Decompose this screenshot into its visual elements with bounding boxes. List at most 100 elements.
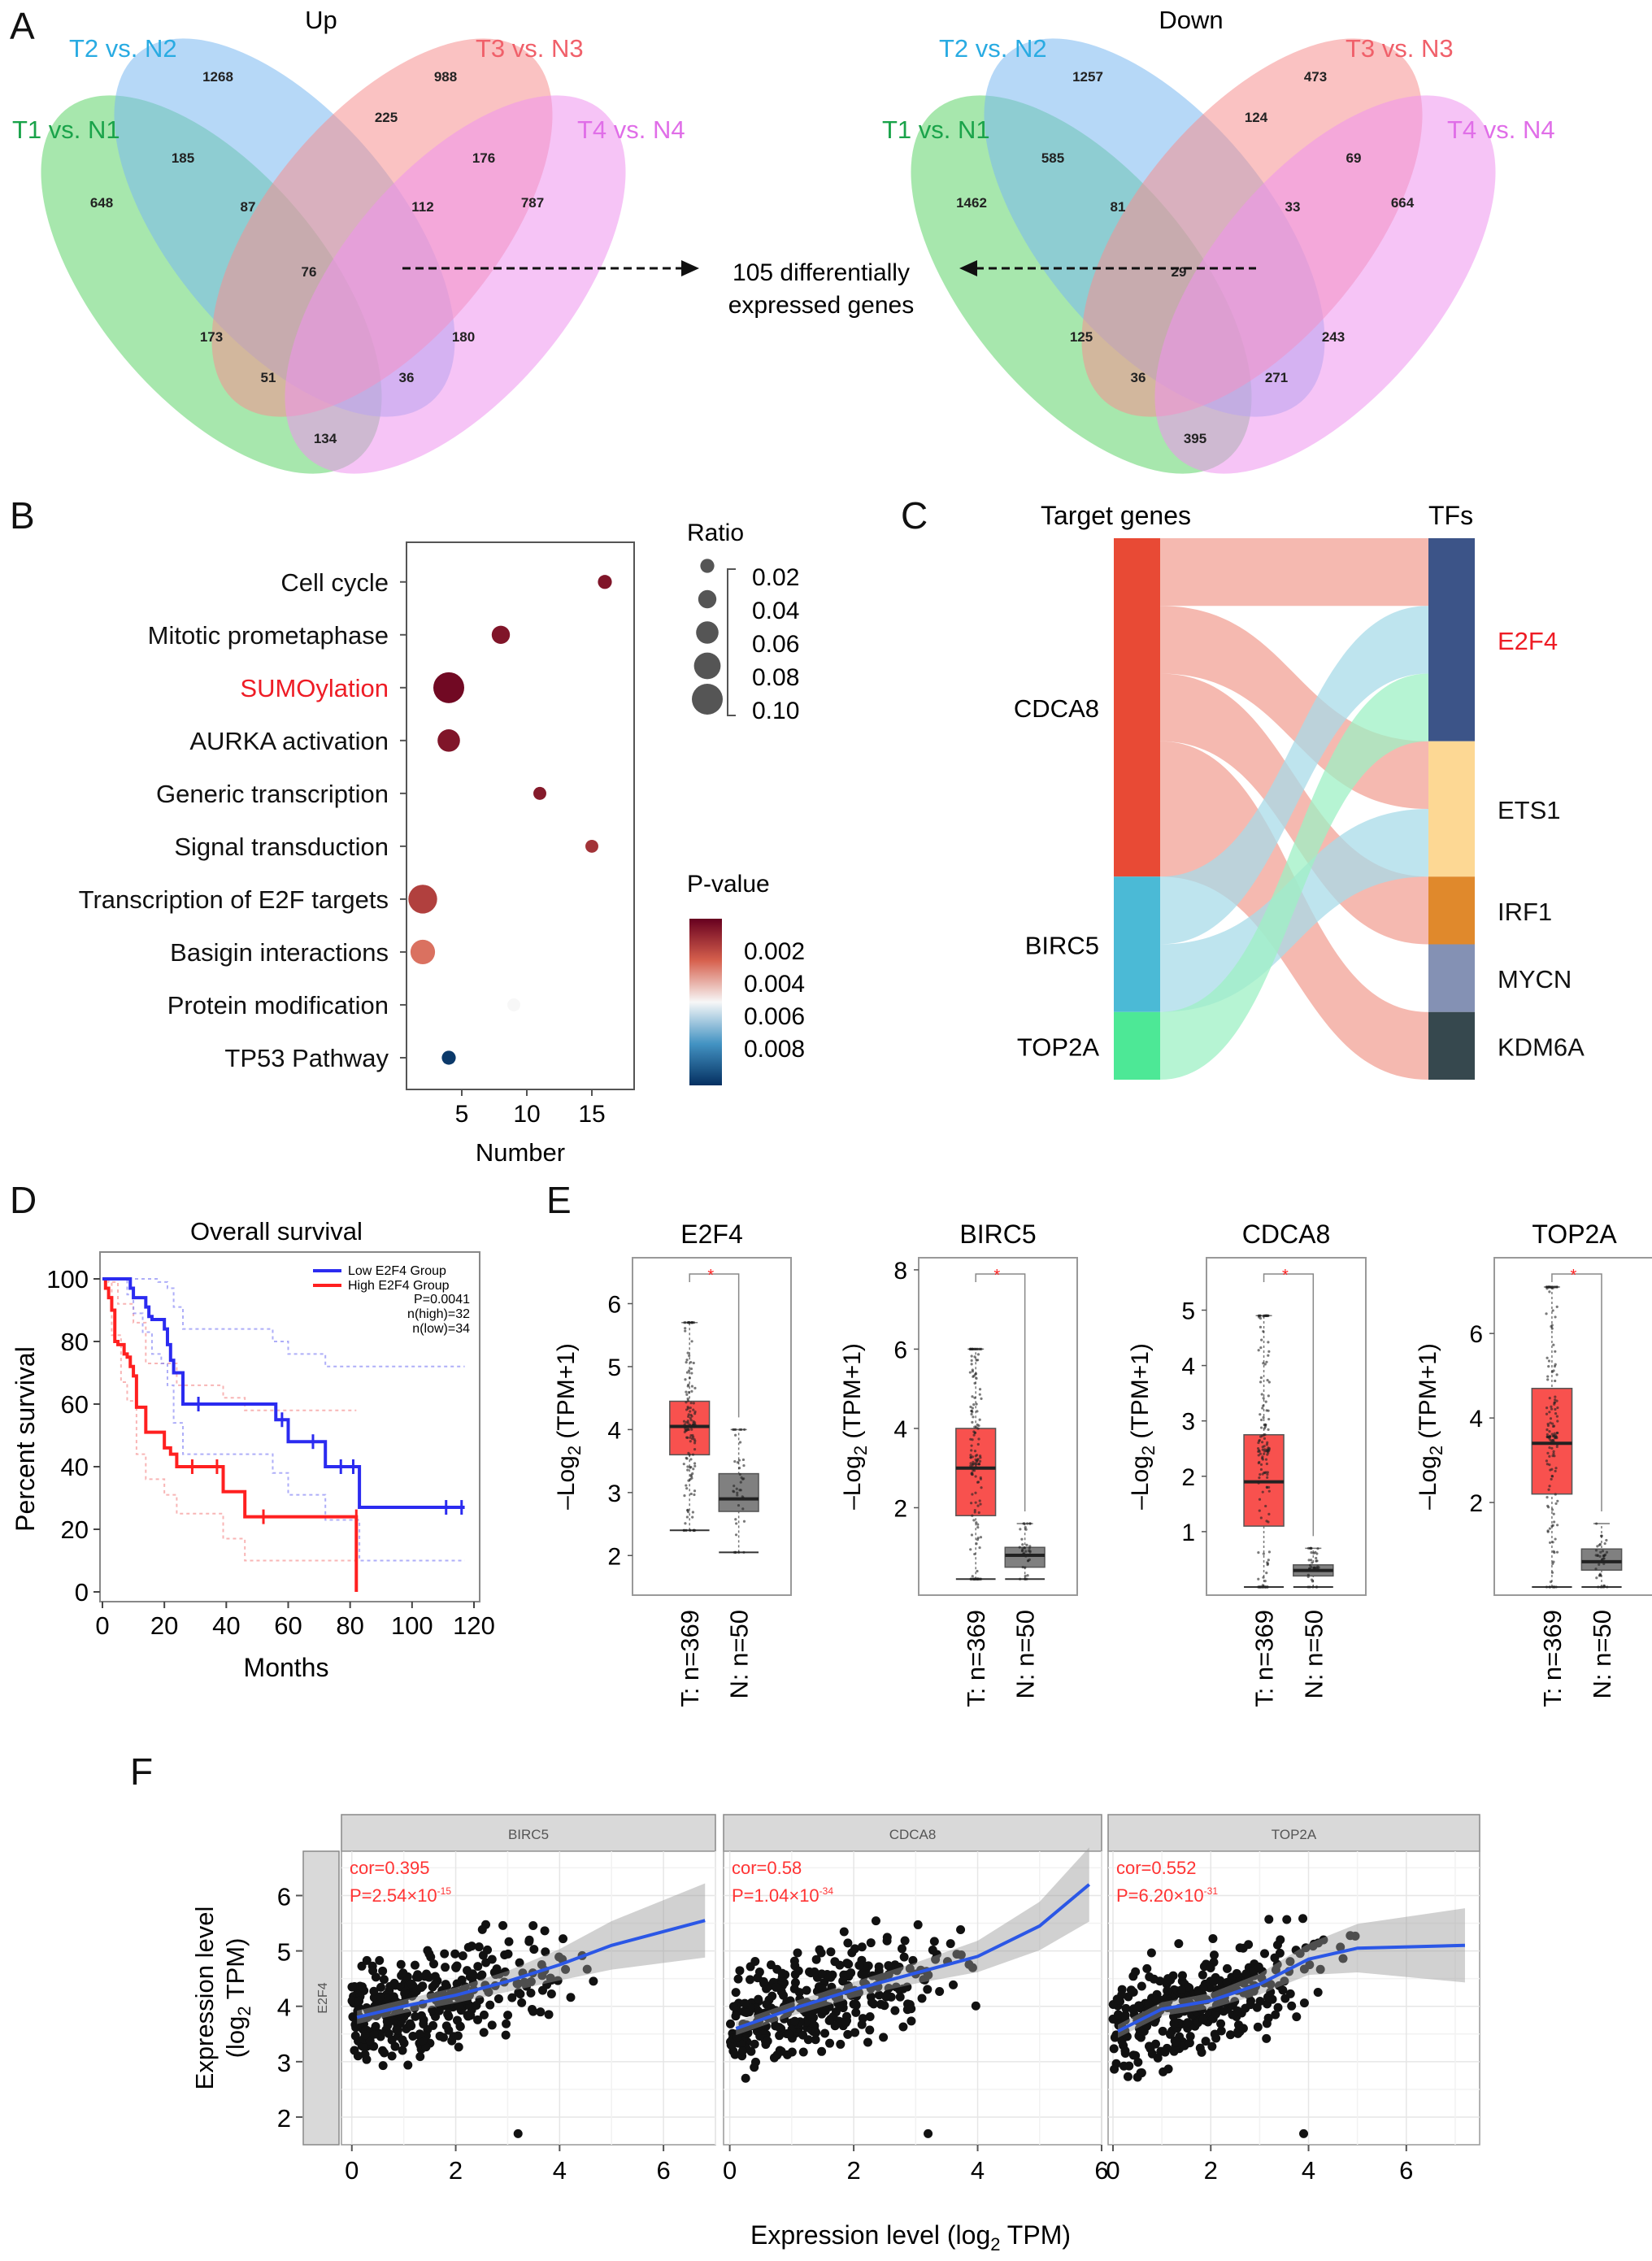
venn-count: 81 bbox=[1111, 199, 1126, 215]
jitter-point bbox=[969, 1577, 972, 1581]
jitter-point bbox=[742, 1477, 746, 1481]
scatter-point bbox=[524, 1935, 534, 1945]
scatter-point bbox=[816, 1948, 826, 1958]
x-tick-label: 0 bbox=[95, 1611, 109, 1640]
jitter-point bbox=[690, 1389, 693, 1393]
scatter-point bbox=[1201, 2037, 1211, 2046]
scatter-point bbox=[1232, 1968, 1241, 1978]
sankey-left-title: Target genes bbox=[1041, 501, 1191, 530]
jitter-point bbox=[742, 1520, 746, 1523]
scatter-point bbox=[1305, 1960, 1315, 1970]
jitter-point bbox=[1262, 1433, 1266, 1437]
x-tick-label: 6 bbox=[1094, 2156, 1108, 2185]
scatter-point bbox=[737, 2046, 747, 2056]
jitter-point bbox=[689, 1425, 693, 1428]
scatter-point bbox=[370, 2002, 380, 2011]
jitter-point bbox=[685, 1528, 688, 1532]
scatter-point bbox=[931, 1954, 941, 1964]
facet-strip-label: CDCA8 bbox=[889, 1827, 937, 1842]
venn-count: 76 bbox=[302, 264, 317, 280]
jitter-point bbox=[1263, 1427, 1266, 1430]
jitter-point bbox=[1546, 1530, 1550, 1533]
sankey-target-node bbox=[1428, 876, 1475, 945]
jitter-point bbox=[969, 1454, 972, 1457]
chart-title: Overall survival bbox=[190, 1217, 363, 1246]
jitter-point bbox=[1308, 1567, 1311, 1571]
scatter-point bbox=[1137, 1981, 1146, 1991]
venn-count: 69 bbox=[1346, 150, 1362, 166]
jitter-point bbox=[973, 1355, 976, 1359]
plot-frame bbox=[406, 541, 635, 1090]
scatter-point bbox=[398, 2035, 407, 2045]
stat-label: P=0.0041 bbox=[414, 1293, 470, 1307]
jitter-point bbox=[742, 1464, 746, 1467]
scatter-point bbox=[541, 1947, 550, 1957]
scatter-point bbox=[347, 1982, 357, 1992]
x-tick-label: 60 bbox=[274, 1611, 302, 1640]
pvalue-exponent: -31 bbox=[1204, 1885, 1219, 1897]
pvalue-label: P=2.54×10-15 bbox=[350, 1885, 451, 1906]
scatter-point bbox=[1150, 2017, 1159, 2027]
scatter-point bbox=[754, 1968, 764, 1977]
scatter-point bbox=[1336, 1942, 1346, 1952]
y-tick-label: 5 bbox=[607, 1354, 621, 1381]
jitter-point bbox=[1028, 1553, 1032, 1557]
jitter-point bbox=[979, 1577, 983, 1581]
bubble-point bbox=[437, 729, 460, 752]
scatter-point bbox=[1220, 1998, 1230, 2007]
scatter-point bbox=[385, 1985, 394, 1995]
scatter-point bbox=[1119, 2061, 1128, 2071]
scatter-point bbox=[528, 2005, 537, 2015]
jitter-point bbox=[976, 1359, 980, 1362]
jitter-point bbox=[976, 1347, 979, 1351]
scatter-point bbox=[731, 1988, 741, 1998]
y-tick-label: 2 bbox=[607, 1543, 621, 1570]
jitter-point bbox=[974, 1465, 977, 1468]
scatter-point bbox=[754, 2022, 763, 2032]
jitter-point bbox=[1260, 1338, 1263, 1341]
jitter-point bbox=[1550, 1405, 1553, 1408]
jitter-point bbox=[689, 1440, 692, 1443]
jitter-point bbox=[690, 1428, 693, 1431]
jitter-point bbox=[1556, 1406, 1559, 1410]
jitter-point bbox=[686, 1509, 689, 1512]
scatter-point bbox=[857, 1942, 867, 1952]
scatter-point bbox=[493, 1994, 503, 2003]
jitter-point bbox=[1258, 1449, 1261, 1452]
scatter-point bbox=[475, 1995, 485, 2005]
scatter-point bbox=[817, 1984, 827, 1994]
jitter-point bbox=[975, 1376, 978, 1380]
x-tick-label: 4 bbox=[971, 2156, 985, 2185]
x-tick-label: 6 bbox=[1399, 2156, 1413, 2185]
jitter-point bbox=[1545, 1412, 1549, 1415]
legend-size-circle bbox=[693, 652, 721, 680]
jitter-point bbox=[1550, 1370, 1554, 1373]
scatter-point bbox=[466, 2011, 476, 2020]
jitter-point bbox=[1024, 1550, 1028, 1553]
y-tick-label: 6 bbox=[277, 1882, 291, 1911]
jitter-point bbox=[1265, 1360, 1268, 1363]
scatter-point bbox=[485, 2000, 495, 2010]
legend-size-circle bbox=[692, 684, 723, 715]
jitter-point bbox=[1257, 1461, 1260, 1465]
bubble-point bbox=[410, 939, 436, 965]
jitter-point bbox=[690, 1385, 694, 1388]
jitter-point bbox=[1554, 1493, 1557, 1496]
scatter-point bbox=[820, 2028, 830, 2038]
scatter-point bbox=[1198, 2015, 1208, 2024]
jitter-point bbox=[1306, 1575, 1310, 1578]
scatter-point bbox=[811, 2035, 820, 2045]
jitter-point bbox=[974, 1372, 978, 1376]
jitter-point bbox=[1267, 1428, 1270, 1431]
jitter-point bbox=[1263, 1437, 1267, 1440]
scatter-point bbox=[360, 2050, 370, 2059]
legend-size-label: 0.02 bbox=[752, 564, 799, 591]
scatter-point bbox=[1260, 1949, 1270, 1959]
scatter-point bbox=[354, 2019, 364, 2028]
scatter-point bbox=[544, 2010, 554, 2020]
jitter-point bbox=[1266, 1476, 1269, 1479]
scatter-point bbox=[1315, 1964, 1325, 1974]
scatter-point bbox=[924, 2128, 933, 2138]
scatter-point bbox=[850, 1944, 860, 1954]
scatter-point bbox=[894, 1963, 904, 1972]
